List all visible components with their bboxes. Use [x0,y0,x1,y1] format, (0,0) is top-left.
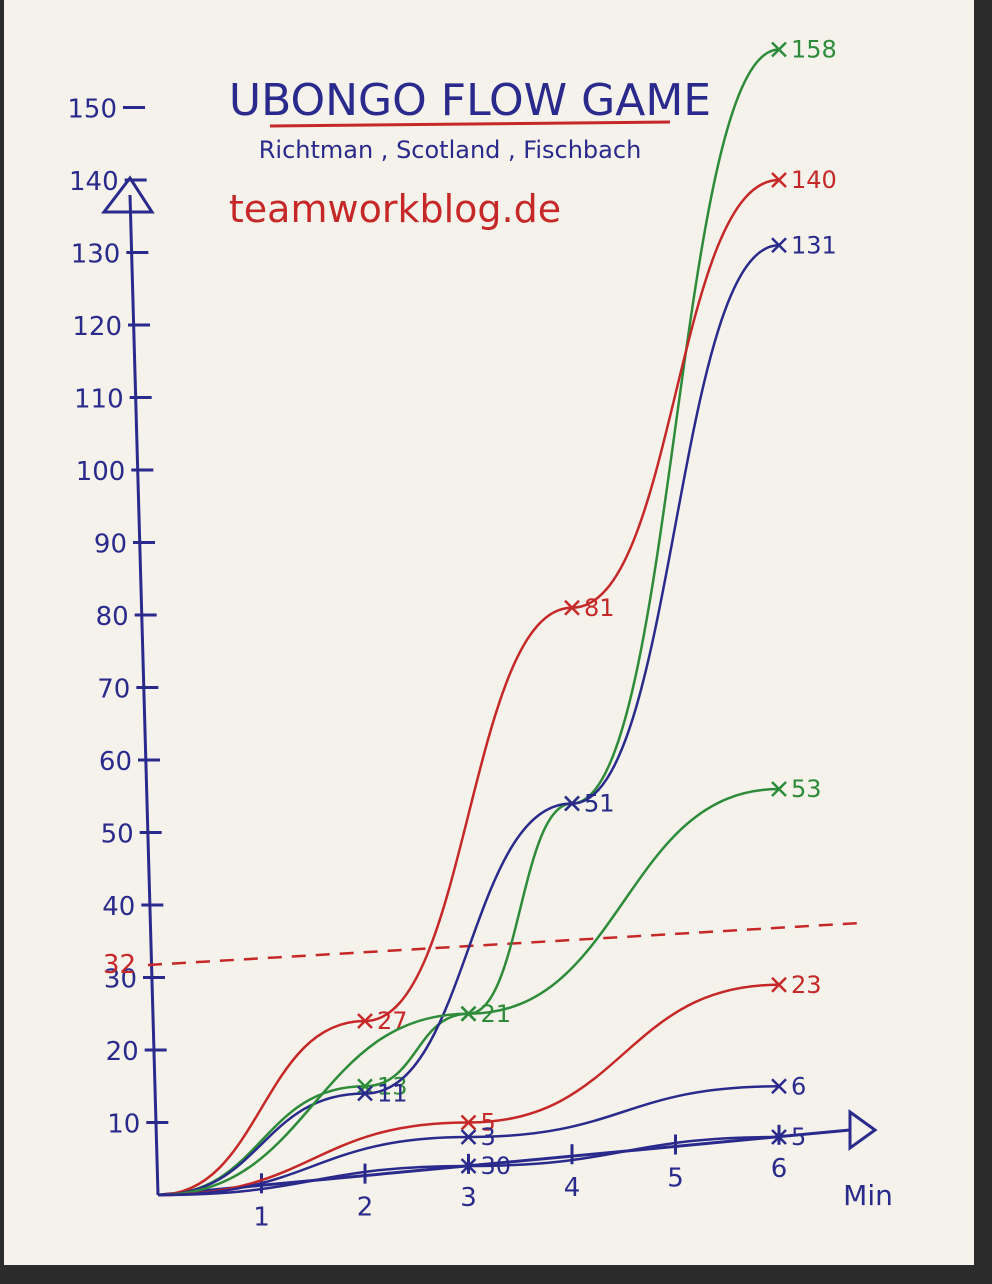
series-line [157,244,780,1197]
data-label: 51 [584,790,615,818]
y-tick-label: 120 [72,312,122,342]
y-tick-label: 60 [99,747,132,777]
data-label: 27 [377,1007,408,1035]
series-line [157,48,780,1197]
chart-subtitle: Richtman , Scotland , Fischbach [259,136,642,164]
data-point-marker [357,1078,373,1095]
data-label: 3 [481,1123,496,1151]
y-tick-label: 150 [67,95,117,125]
threshold-label: 32 [103,950,136,980]
y-tick-label: 30 [104,965,137,995]
y-tick-label: 100 [76,457,126,487]
data-point-marker [771,237,787,254]
x-tick-label: 2 [357,1193,374,1223]
x-axis-label: Min [843,1179,893,1212]
x-tick-label: 5 [667,1163,684,1193]
data-point-marker [460,1158,477,1174]
y-axis-arrow [100,175,155,214]
title-underline [269,120,671,128]
y-tick-label: 10 [107,1110,140,1140]
data-point-marker [771,172,787,188]
data-point-marker [357,1085,373,1102]
y-tick-label: 50 [101,820,134,850]
data-point-marker [564,599,580,616]
data-label: 131 [791,231,837,259]
website-text: teamworkblog.de [229,187,561,231]
data-point-marker [460,1129,477,1145]
x-tick-label: 6 [771,1154,788,1184]
y-tick-label: 140 [69,167,119,197]
y-tick-label: 90 [94,530,127,560]
data-point-marker [771,976,787,993]
y-tick-label: 40 [102,892,135,922]
x-tick-label: 3 [460,1183,477,1213]
x-axis [157,1128,851,1197]
data-point-marker [460,1114,477,1131]
series-line [157,178,780,1197]
data-label: 158 [791,36,837,64]
y-axis [128,194,160,1196]
data-label: 11 [377,1080,408,1108]
chart-title: UBONGO FLOW GAME [229,75,711,126]
data-label: 23 [791,971,822,999]
y-tick-label: 110 [74,385,124,415]
data-point-marker [771,781,787,797]
x-tick-label: 4 [564,1173,581,1203]
data-point-marker [771,41,787,58]
data-label: 51 [584,790,615,818]
data-point-marker [460,1005,477,1022]
data-point-marker [771,1078,787,1095]
data-label: 30 [481,1152,512,1180]
data-point-marker [357,1013,373,1029]
axis-ticks: 10 20 30 40 50 60 70 80 90 100 110 120 130 140 150 1 2 3 4… [67,95,787,1233]
x-axis-arrow [848,1109,878,1151]
data-label: 5 [481,1109,496,1137]
x-tick-label: 1 [253,1202,270,1232]
data-label: 53 [791,775,822,803]
data-label: 6 [791,1072,806,1100]
data-label: 5 [791,1123,806,1151]
data-label: 81 [584,594,615,622]
y-tick-label: 20 [106,1037,139,1067]
y-tick-label: 80 [96,602,129,632]
y-tick-label: 70 [97,675,130,705]
y-tick-label: 130 [71,240,121,270]
threshold-line-group: 32 [103,921,861,980]
data-point-marker [564,795,580,812]
data-point-marker [771,1129,787,1145]
data-label: 140 [791,166,837,194]
flipchart-paper [4,0,974,1265]
